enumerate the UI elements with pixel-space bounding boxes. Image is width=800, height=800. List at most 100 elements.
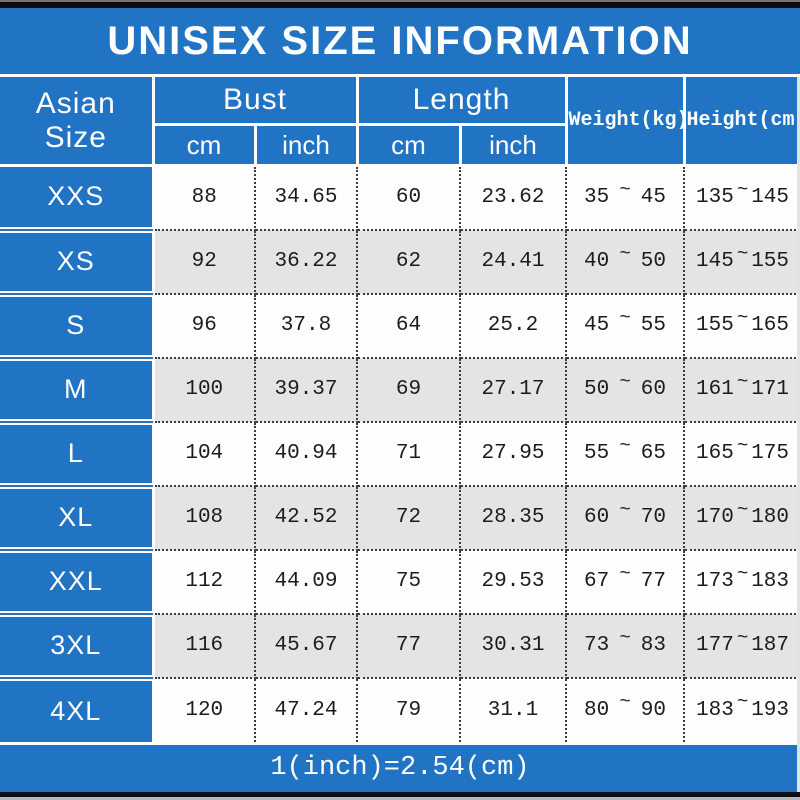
table-body: XXS 88 34.65 60 23.62 35 ~ 45 135 ~ 145 … <box>0 164 800 742</box>
header-height: Height(cm) <box>682 77 800 167</box>
height-min: 161 <box>696 378 734 401</box>
bust-cm-cell: 116 <box>152 612 256 679</box>
height-min: 177 <box>696 634 734 657</box>
weight-range: 50 ~ 60 <box>568 371 682 402</box>
height-range: 161 ~ 171 <box>686 371 799 402</box>
bust-inch-cell: 42.52 <box>254 484 358 551</box>
height-max: 187 <box>751 634 790 657</box>
size-label: XXL <box>0 546 155 614</box>
size-label: XL <box>0 482 155 550</box>
table-header: Asian Size Bust Length Weight(kg) Height… <box>0 77 800 167</box>
weight-min: 35 <box>584 186 610 210</box>
height-min: 183 <box>696 698 734 722</box>
table-row: XXS 88 34.65 60 23.62 35 ~ 45 135 ~ 145 <box>0 164 800 231</box>
bust-cm-cell: 96 <box>152 292 256 359</box>
bust-cm-cell: 112 <box>152 548 256 615</box>
height-max: 180 <box>751 506 790 529</box>
length-inch-cell: 24.41 <box>458 228 568 295</box>
weight-range: 55 ~ 65 <box>568 435 682 466</box>
weight-range-cell: 73 ~ 83 <box>565 612 686 679</box>
height-max: 183 <box>751 570 790 593</box>
tilde-icon: ~ <box>736 562 749 585</box>
height-range: 155 ~ 165 <box>686 307 799 338</box>
weight-max: 60 <box>640 378 667 401</box>
height-max: 145 <box>751 186 790 210</box>
weight-max: 83 <box>640 634 667 657</box>
tilde-icon: ~ <box>619 562 631 585</box>
weight-min: 80 <box>584 698 610 722</box>
header-weight: Weight(kg) <box>564 77 689 167</box>
tilde-icon: ~ <box>736 498 749 521</box>
length-cm-cell: 60 <box>356 164 461 231</box>
height-max: 171 <box>751 378 790 401</box>
height-min: 165 <box>696 442 734 465</box>
tilde-icon: ~ <box>619 626 631 649</box>
weight-min: 45 <box>584 314 610 337</box>
header-bust: Bust <box>151 77 359 126</box>
right-edge-strip <box>797 77 800 792</box>
table-row: S 96 37.8 64 25.2 45 ~ 55 155 ~ 165 <box>0 290 800 359</box>
length-cm-cell: 72 <box>356 484 461 551</box>
length-cm-cell: 79 <box>356 676 461 742</box>
header-bust-inch: inch <box>253 124 359 167</box>
weight-range-cell: 60 ~ 70 <box>565 484 686 551</box>
bust-cm-cell: 104 <box>152 420 256 487</box>
height-max: 193 <box>751 698 790 722</box>
bust-inch-cell: 47.24 <box>254 676 358 742</box>
bottom-border <box>0 792 800 800</box>
height-range: 135 ~ 145 <box>686 179 799 210</box>
length-cm-cell: 64 <box>356 292 461 359</box>
table-row: 4XL 120 47.24 79 31.1 80 ~ 90 183 ~ 193 <box>0 674 800 742</box>
tilde-icon: ~ <box>736 434 749 457</box>
table-row: XXL 112 44.09 75 29.53 67 ~ 77 173 ~ 183 <box>0 546 800 615</box>
size-label: L <box>0 418 155 486</box>
tilde-icon: ~ <box>619 498 631 521</box>
height-range-cell: 161 ~ 171 <box>683 356 800 423</box>
weight-max: 55 <box>640 314 667 337</box>
weight-range-cell: 67 ~ 77 <box>565 548 686 615</box>
weight-min: 73 <box>584 634 610 657</box>
height-max: 165 <box>751 314 790 337</box>
weight-range-cell: 55 ~ 65 <box>565 420 686 487</box>
height-range: 177 ~ 187 <box>686 627 799 658</box>
height-min: 173 <box>696 570 734 593</box>
height-range: 165 ~ 175 <box>686 435 799 466</box>
weight-min: 67 <box>584 570 610 593</box>
tilde-icon: ~ <box>619 306 631 329</box>
height-min: 155 <box>696 314 734 337</box>
height-range-cell: 155 ~ 165 <box>683 292 800 359</box>
weight-range-cell: 40 ~ 50 <box>565 228 686 295</box>
bust-inch-cell: 34.65 <box>254 164 358 231</box>
height-range: 183 ~ 193 <box>686 691 799 722</box>
tilde-icon: ~ <box>619 178 631 201</box>
tilde-icon: ~ <box>619 691 631 713</box>
table-row: XS 92 36.22 62 24.41 40 ~ 50 145 ~ 155 <box>0 226 800 295</box>
table-row: XL 108 42.52 72 28.35 60 ~ 70 170 ~ 180 <box>0 482 800 551</box>
height-min: 135 <box>696 186 734 210</box>
bust-inch-cell: 37.8 <box>254 292 358 359</box>
header-bust-cm: cm <box>153 124 257 167</box>
height-range-cell: 177 ~ 187 <box>683 612 800 679</box>
tilde-icon: ~ <box>736 626 749 649</box>
size-label: 3XL <box>0 610 155 678</box>
page-title: UNISEX SIZE INFORMATION <box>0 8 800 77</box>
weight-max: 45 <box>640 186 667 210</box>
size-label: XXS <box>0 164 155 230</box>
weight-range-cell: 35 ~ 45 <box>565 164 686 231</box>
height-range-cell: 135 ~ 145 <box>683 164 800 231</box>
length-inch-cell: 27.95 <box>458 420 568 487</box>
bust-cm-cell: 108 <box>152 484 256 551</box>
height-range: 145 ~ 155 <box>686 243 799 274</box>
height-max: 155 <box>751 250 790 273</box>
length-cm-cell: 71 <box>356 420 461 487</box>
bust-cm-cell: 88 <box>152 164 256 231</box>
weight-min: 50 <box>584 378 610 401</box>
tilde-icon: ~ <box>619 242 631 265</box>
weight-range: 35 ~ 45 <box>568 179 682 210</box>
bust-inch-cell: 40.94 <box>254 420 358 487</box>
length-cm-cell: 69 <box>356 356 461 423</box>
length-inch-cell: 30.31 <box>458 612 568 679</box>
length-inch-cell: 27.17 <box>458 356 568 423</box>
height-range-cell: 165 ~ 175 <box>683 420 800 487</box>
